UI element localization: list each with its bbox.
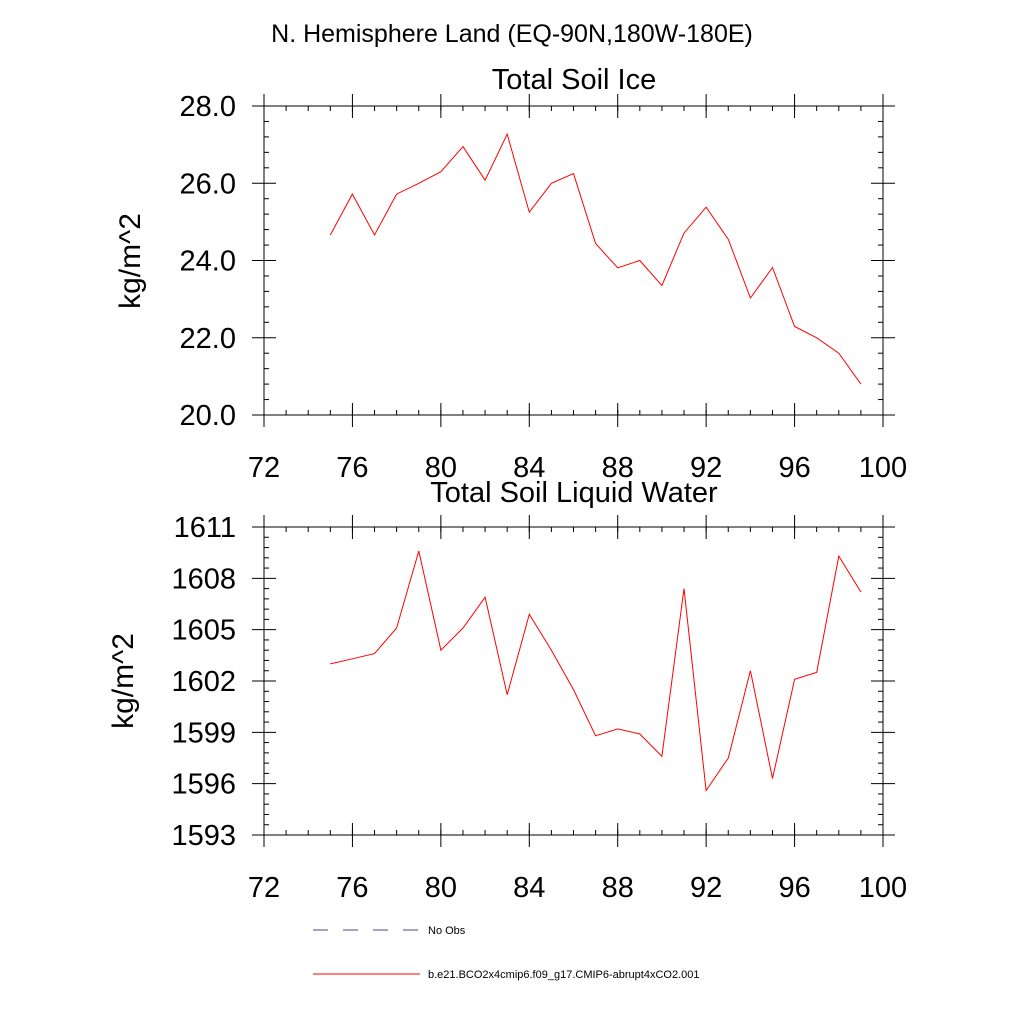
y-tick-label: 22.0 bbox=[180, 323, 236, 355]
panel-soil-ice-title: Total Soil Ice bbox=[492, 64, 656, 96]
x-tick-label: 84 bbox=[513, 872, 545, 904]
panel-soil-liquid-water-ylabel: kg/m^2 bbox=[107, 633, 140, 729]
x-tick-label: 92 bbox=[690, 872, 722, 904]
legend-no-obs-label: No Obs bbox=[428, 925, 466, 937]
x-tick-label: 96 bbox=[778, 452, 810, 484]
x-tick-label: 80 bbox=[425, 872, 457, 904]
x-tick-label: 76 bbox=[336, 452, 368, 484]
legend-model-label: b.e21.BCO2x4cmip6.f09_g17.CMIP6-abrupt4x… bbox=[428, 969, 700, 981]
x-tick-label: 72 bbox=[248, 872, 280, 904]
plot-frame bbox=[263, 526, 884, 836]
y-tick-label: 1593 bbox=[171, 820, 236, 852]
panel-soil-liquid-water-plot: 72 76 80 84 88 92 96 100 1593 1596 1599 1602 1605 160… bbox=[171, 512, 907, 904]
y-tick-label: 20.0 bbox=[180, 400, 236, 432]
x-tick-label: 88 bbox=[602, 452, 634, 484]
panel-soil-liquid-water: Total Soil Liquid Water kg/m^2 72 76 80 84 8… bbox=[107, 477, 907, 904]
y-tick-label: 24.0 bbox=[180, 246, 236, 278]
series-line bbox=[330, 550, 862, 792]
legend: No Obs b.e21.BCO2x4cmip6.f09_g17.CMIP6-a… bbox=[313, 925, 700, 981]
panel-soil-ice-plot: 72 76 80 84 88 92 96 100 20.0 22.0 24.0 26.0 28.0 bbox=[180, 91, 908, 484]
y-tick-label: 1611 bbox=[174, 512, 236, 544]
x-tick-label: 88 bbox=[602, 872, 634, 904]
y-tick-label: 26.0 bbox=[180, 168, 236, 200]
y-tick-label: 1596 bbox=[171, 769, 236, 801]
panel-soil-ice-ylabel: kg/m^2 bbox=[114, 213, 147, 309]
y-tick-label: 1608 bbox=[171, 563, 236, 595]
y-tick-label: 28.0 bbox=[180, 91, 236, 123]
plot-frame bbox=[263, 105, 884, 416]
y-tick-label: 1602 bbox=[171, 666, 236, 698]
y-tick-label: 1605 bbox=[171, 615, 236, 647]
x-tick-label: 92 bbox=[690, 452, 722, 484]
x-tick-label: 100 bbox=[859, 452, 907, 484]
series-line bbox=[329, 132, 862, 385]
panel-soil-ice: Total Soil Ice kg/m^2 72 76 80 84 88 92 96 100 2… bbox=[114, 64, 907, 484]
panel-soil-liquid-water-title: Total Soil Liquid Water bbox=[430, 477, 718, 509]
figure-suptitle: N. Hemisphere Land (EQ-90N,180W-180E) bbox=[271, 20, 753, 48]
x-tick-label: 76 bbox=[336, 872, 368, 904]
x-tick-label: 84 bbox=[513, 452, 545, 484]
y-tick-label: 1599 bbox=[171, 717, 236, 749]
x-tick-label: 72 bbox=[248, 452, 280, 484]
x-tick-label: 80 bbox=[425, 452, 457, 484]
x-tick-label: 96 bbox=[778, 872, 810, 904]
x-tick-label: 100 bbox=[859, 872, 907, 904]
